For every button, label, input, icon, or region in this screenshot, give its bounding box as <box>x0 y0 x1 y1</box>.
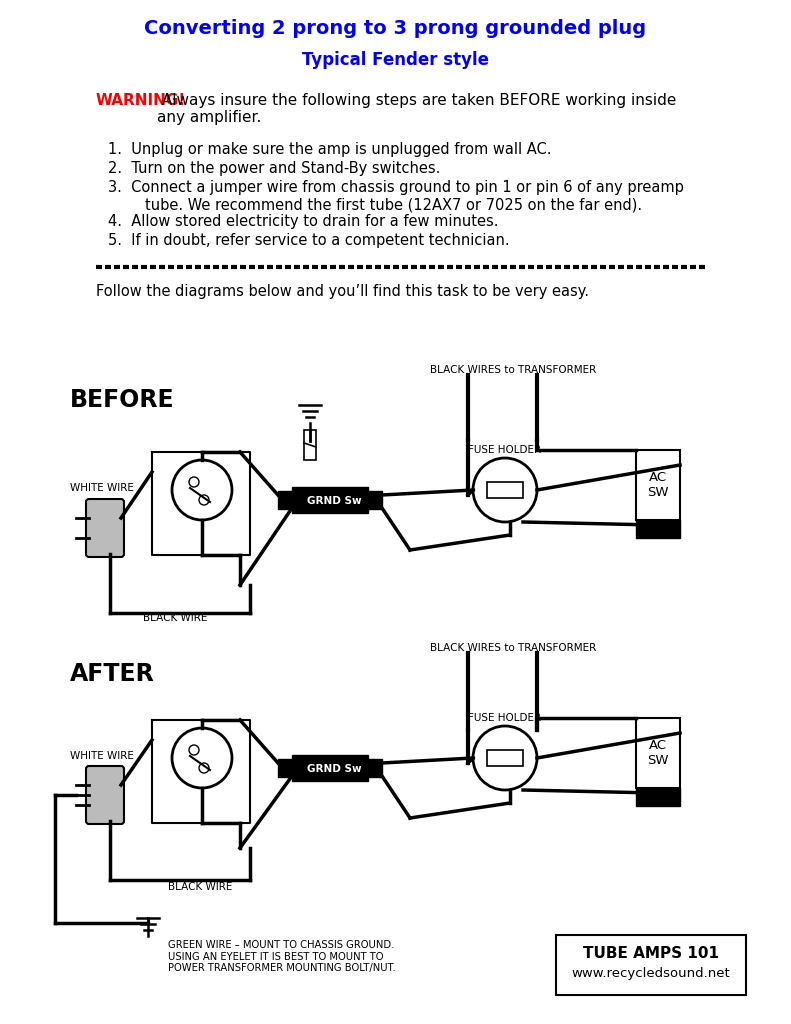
Bar <box>292 755 368 781</box>
Bar <box>368 759 382 777</box>
Text: BLACK WIRE: BLACK WIRE <box>143 613 207 623</box>
Circle shape <box>189 745 199 755</box>
Circle shape <box>199 495 209 505</box>
Circle shape <box>473 458 537 522</box>
Text: GREEN WIRE – MOUNT TO CHASSIS GROUND.
USING AN EYELET IT IS BEST TO MOUNT TO
POW: GREEN WIRE – MOUNT TO CHASSIS GROUND. US… <box>168 940 396 973</box>
Text: BLACK WIRES to TRANSFORMER: BLACK WIRES to TRANSFORMER <box>430 643 596 653</box>
Bar <box>636 788 680 806</box>
Bar <box>487 750 523 766</box>
FancyBboxPatch shape <box>86 499 124 557</box>
Text: Typical Fender style: Typical Fender style <box>301 51 489 69</box>
FancyBboxPatch shape <box>86 766 124 824</box>
Bar <box>636 450 680 520</box>
Text: BLACK WIRE: BLACK WIRE <box>168 882 233 892</box>
Text: WHITE WIRE: WHITE WIRE <box>70 751 134 761</box>
Text: GRND Sw: GRND Sw <box>307 496 361 506</box>
Text: 3.  Connect a jumper wire from chassis ground to pin 1 or pin 6 of any preamp
  : 3. Connect a jumper wire from chassis gr… <box>108 180 684 212</box>
Circle shape <box>189 477 199 487</box>
Text: WHITE WIRE: WHITE WIRE <box>70 483 134 493</box>
Text: BEFORE: BEFORE <box>70 388 175 412</box>
Text: BLACK WIRES to TRANSFORMER: BLACK WIRES to TRANSFORMER <box>430 365 596 375</box>
Circle shape <box>473 726 537 790</box>
Bar <box>278 759 292 777</box>
Bar <box>556 935 746 995</box>
Text: Converting 2 prong to 3 prong grounded plug: Converting 2 prong to 3 prong grounded p… <box>144 18 646 38</box>
Bar <box>487 482 523 498</box>
Text: WARNING!: WARNING! <box>96 93 186 108</box>
Bar <box>304 430 316 460</box>
Circle shape <box>199 763 209 773</box>
Text: www.recycledsound.net: www.recycledsound.net <box>572 968 730 981</box>
Text: AFTER: AFTER <box>70 662 155 686</box>
Text: GRND Sw: GRND Sw <box>307 764 361 774</box>
Bar <box>636 718 680 788</box>
Text: AC
SW: AC SW <box>647 471 668 499</box>
Circle shape <box>172 728 232 788</box>
Text: 4.  Allow stored electricity to drain for a few minutes.: 4. Allow stored electricity to drain for… <box>108 214 498 229</box>
Text: Always insure the following steps are taken BEFORE working inside
any amplifier.: Always insure the following steps are ta… <box>157 93 676 125</box>
Text: 2.  Turn on the power and Stand-By switches.: 2. Turn on the power and Stand-By switch… <box>108 161 441 176</box>
Bar <box>368 490 382 509</box>
Bar <box>292 487 368 513</box>
Text: 1.  Unplug or make sure the amp is unplugged from wall AC.: 1. Unplug or make sure the amp is unplug… <box>108 142 551 157</box>
Text: 5.  If in doubt, refer service to a competent technician.: 5. If in doubt, refer service to a compe… <box>108 233 509 248</box>
Text: FUSE HOLDER: FUSE HOLDER <box>468 445 542 455</box>
Text: FUSE HOLDER: FUSE HOLDER <box>468 713 542 723</box>
Bar <box>278 490 292 509</box>
Text: TUBE AMPS 101: TUBE AMPS 101 <box>583 945 719 961</box>
Bar <box>636 520 680 538</box>
Text: AC
SW: AC SW <box>647 739 668 767</box>
Circle shape <box>172 460 232 520</box>
Text: Follow the diagrams below and you’ll find this task to be very easy.: Follow the diagrams below and you’ll fin… <box>96 284 589 299</box>
